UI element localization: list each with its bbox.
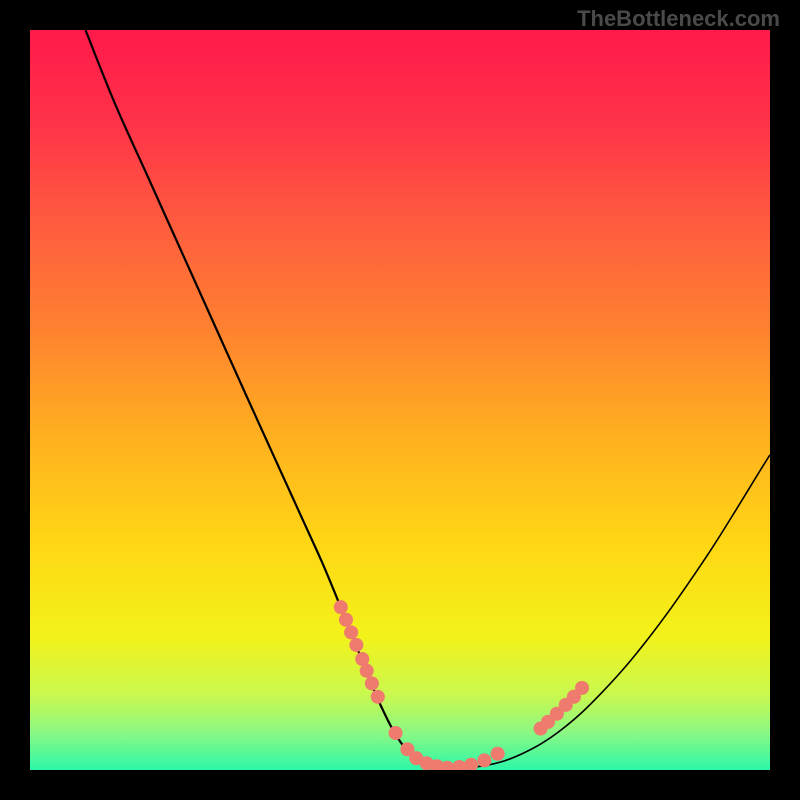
curve-marker <box>334 600 348 614</box>
curve-marker <box>477 753 491 767</box>
curve-marker <box>365 676 379 690</box>
bottleneck-curve <box>30 30 770 770</box>
curve-marker <box>575 681 589 695</box>
curve-marker <box>344 625 358 639</box>
curve-marker <box>349 638 363 652</box>
curve-markers <box>334 600 589 770</box>
curve-marker <box>464 758 478 770</box>
watermark: TheBottleneck.com <box>577 6 780 32</box>
curve-marker <box>339 613 353 627</box>
plot-area <box>30 30 770 770</box>
curve-marker <box>389 726 403 740</box>
curve-marker <box>371 690 385 704</box>
curve-marker <box>360 664 374 678</box>
curve-marker <box>491 747 505 761</box>
